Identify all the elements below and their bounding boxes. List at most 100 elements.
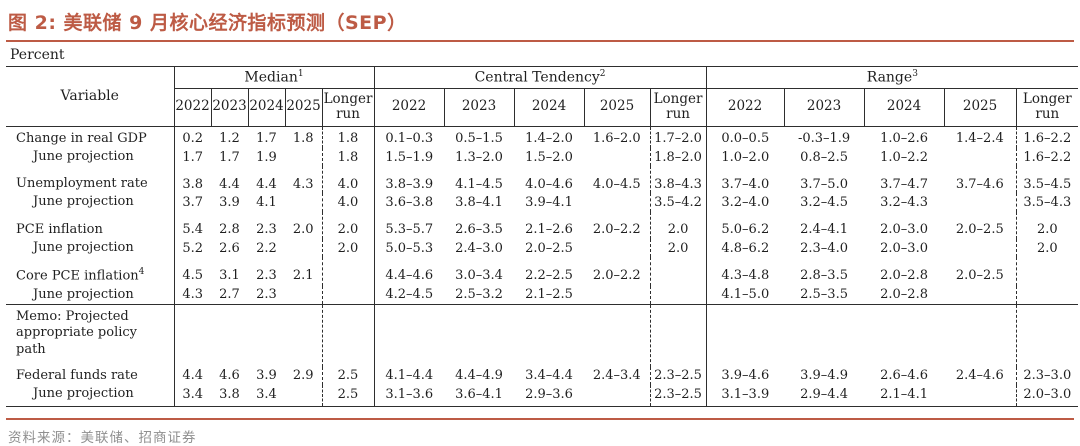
- variable-header: Variable: [6, 66, 175, 127]
- value-cell: [944, 304, 1017, 367]
- year-header: 2024: [513, 88, 585, 127]
- value-cell: [705, 304, 785, 367]
- year-header: 2022: [173, 88, 211, 127]
- table-row: June projection 4.3 2.7 2.3 4.2–4.5 2.5–3.2 2.…: [6, 285, 1079, 305]
- value-cell: [285, 239, 322, 257]
- longer-run-header: Longer run: [321, 88, 375, 127]
- table-row: June projection 5.2 2.6 2.2 2.0 5.0–5.3 2.4–3.…: [6, 238, 1079, 258]
- value-cell: 2.0–3.0: [880, 222, 928, 238]
- footnote-marker: 2: [599, 69, 606, 79]
- value-cell: 2.8: [219, 222, 240, 238]
- footnote-marker: 4: [138, 267, 145, 278]
- value-cell: 5.0–5.3: [373, 238, 445, 258]
- value-cell: 2.1–2.6: [525, 222, 573, 238]
- value-cell: 4.0–4.6: [525, 176, 573, 192]
- value-cell: [584, 385, 650, 407]
- value-cell: [584, 193, 650, 211]
- footnote-marker: 3: [912, 69, 918, 79]
- group-header-median: Median1: [173, 66, 375, 89]
- value-cell: 2.9: [292, 368, 314, 384]
- value-cell: [944, 239, 1016, 257]
- value-cell: 2.9–4.4: [800, 386, 848, 402]
- value-cell: [944, 193, 1016, 211]
- value-cell: 5.2: [173, 238, 211, 258]
- value-cell: 4.0–4.5: [592, 176, 641, 192]
- value-cell: [321, 257, 375, 286]
- value-cell: 2.0: [649, 211, 707, 239]
- row-label: June projection: [6, 285, 175, 305]
- value-cell: 3.5–4.3: [1015, 193, 1079, 212]
- value-cell: [649, 304, 707, 367]
- group-header-range: Range3: [705, 66, 1079, 89]
- year-header: 2024: [863, 88, 945, 127]
- value-cell: 2.0–2.2: [592, 222, 641, 238]
- group-header-central-tendency: Central Tendency2: [373, 66, 707, 89]
- value-cell: 4.3: [292, 176, 314, 192]
- value-cell: 3.8–3.9: [373, 166, 445, 194]
- value-cell: 1.7: [219, 149, 240, 165]
- value-cell: 5.4: [173, 211, 211, 239]
- row-label: Core PCE inflation4: [6, 257, 175, 286]
- value-cell: 2.7: [219, 287, 240, 303]
- value-cell: 2.0–2.8: [880, 287, 928, 303]
- value-cell: [584, 239, 650, 257]
- value-cell: 3.4: [256, 386, 277, 402]
- row-label: June projection: [6, 193, 175, 212]
- value-cell: 4.1: [256, 195, 277, 211]
- value-cell: 2.3: [256, 287, 277, 303]
- value-cell: 2.4–3.0: [455, 240, 503, 256]
- value-cell: [649, 285, 707, 305]
- value-cell: 3.1: [219, 268, 240, 284]
- value-cell: 4.4: [219, 176, 240, 192]
- value-cell: 2.4–4.6: [955, 368, 1004, 384]
- value-cell: 2.0–2.5: [525, 240, 573, 256]
- value-cell: 1.7: [173, 147, 211, 167]
- table-body: Change in real GDP 0.2 1.2 1.7 1.8 1.8 0.1–0.3…: [6, 126, 1079, 407]
- sep-projections-table: Variable Median1 Central Tendency2 Range…: [6, 66, 1079, 408]
- value-cell: 2.4–3.4: [592, 368, 641, 384]
- value-cell: 4.4: [173, 366, 211, 386]
- value-cell: 2.3–4.0: [800, 240, 848, 256]
- value-cell: 2.6–4.6: [880, 368, 928, 384]
- row-label: June projection: [6, 238, 175, 258]
- value-cell: [444, 304, 515, 367]
- value-cell: 3.5–4.2: [649, 193, 707, 212]
- value-cell: 3.5–4.5: [1015, 166, 1079, 194]
- value-cell: [944, 385, 1016, 407]
- table-row: June projection 3.4 3.8 3.4 2.5 3.1–3.6 3.6–4.…: [6, 385, 1079, 407]
- table-row: PCE inflation 5.4 2.8 2.3 2.0 2.0 5.3–5.7 2.6–3…: [6, 211, 1079, 239]
- value-cell: 3.9–4.6: [705, 366, 785, 386]
- value-cell: 1.6–2.0: [592, 131, 641, 147]
- row-label: Federal funds rate: [6, 366, 175, 386]
- year-header: 2023: [443, 88, 515, 127]
- value-cell: 2.6–3.5: [455, 222, 503, 238]
- value-cell: 3.4: [173, 385, 211, 407]
- value-cell: 4.2–4.5: [373, 285, 445, 305]
- value-cell: 1.8: [292, 131, 314, 147]
- value-cell: 2.1–4.1: [880, 386, 928, 402]
- value-cell: 4.4–4.9: [455, 368, 503, 384]
- value-cell: [1015, 304, 1079, 367]
- value-cell: 4.0: [321, 166, 375, 194]
- value-cell: 2.5–3.5: [800, 287, 848, 303]
- value-cell: 2.1: [292, 268, 314, 284]
- value-cell: 1.0–2.2: [880, 149, 928, 165]
- value-cell: 0.0–0.5: [705, 126, 785, 148]
- value-cell: 2.0: [1015, 238, 1079, 258]
- value-cell: 3.8: [173, 166, 211, 194]
- title-underline: [6, 40, 1074, 42]
- value-cell: [584, 148, 650, 166]
- value-cell: 1.3–2.0: [455, 149, 503, 165]
- group-label: Central Tendency: [474, 69, 600, 86]
- value-cell: [285, 148, 322, 166]
- value-cell: [173, 304, 211, 367]
- value-cell: 3.7–5.0: [800, 176, 848, 192]
- value-cell: 2.0–2.8: [880, 268, 928, 284]
- footer-rule: [6, 418, 1074, 421]
- value-cell: 2.0: [321, 211, 375, 239]
- value-cell: 1.8–2.0: [649, 147, 707, 167]
- table-row: Change in real GDP 0.2 1.2 1.7 1.8 1.8 0.1–0.3…: [6, 126, 1079, 148]
- year-header: 2023: [783, 88, 865, 127]
- value-cell: 4.1–4.4: [373, 366, 445, 386]
